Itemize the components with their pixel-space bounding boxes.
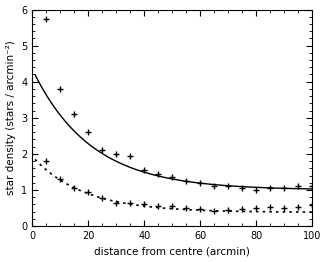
X-axis label: distance from centre (arcmin): distance from centre (arcmin) (94, 247, 250, 256)
Y-axis label: star density (stars / arcmin⁻²): star density (stars / arcmin⁻²) (6, 40, 16, 195)
